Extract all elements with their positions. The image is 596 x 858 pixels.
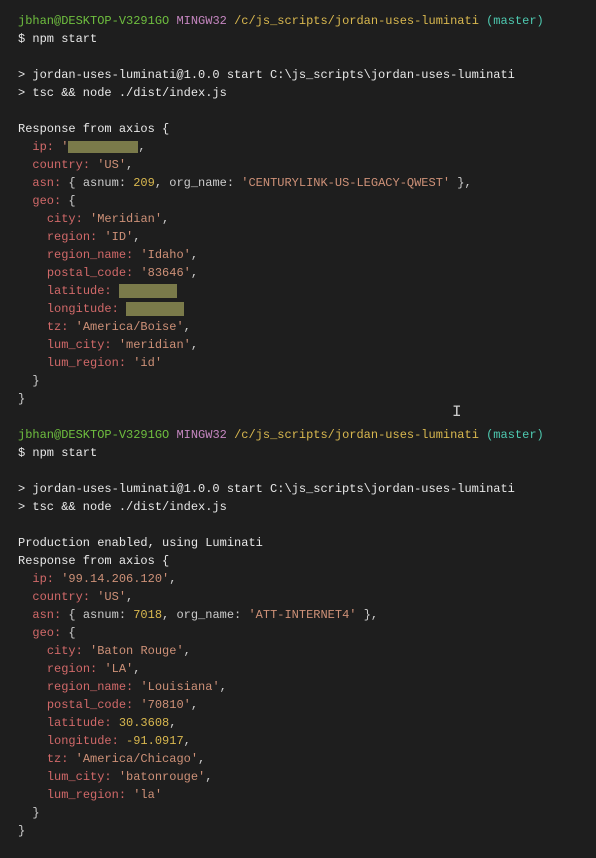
- prompt-line-2: jbhan@DESKTOP-V3291GO MINGW32 /c/js_scri…: [18, 426, 578, 444]
- resp2-close-inner: }: [18, 804, 578, 822]
- blank: [18, 102, 578, 120]
- resp1-close-outer: }: [18, 390, 578, 408]
- resp2-regname: region_name: 'Louisiana',: [18, 678, 578, 696]
- blank: [18, 408, 578, 426]
- resp2-ip: ip: '99.14.206.120',: [18, 570, 578, 588]
- resp1-close-inner: }: [18, 372, 578, 390]
- resp1-region: region: 'ID',: [18, 228, 578, 246]
- prompt-user: jbhan@DESKTOP-V3291GO: [18, 14, 169, 28]
- resp1-ip: ip: ',: [18, 138, 578, 156]
- blank: [18, 840, 578, 858]
- prompt-shell: MINGW32: [176, 14, 226, 28]
- npm-out-1a: > jordan-uses-luminati@1.0.0 start C:\js…: [18, 66, 578, 84]
- cmd-line-1: $ npm start: [18, 30, 578, 48]
- resp2-header: Response from axios {: [18, 552, 578, 570]
- prompt-path: /c/js_scripts/jordan-uses-luminati: [234, 428, 479, 442]
- resp1-geo: geo: {: [18, 192, 578, 210]
- resp1-lumcity: lum_city: 'meridian',: [18, 336, 578, 354]
- redacted-lon: [126, 302, 184, 316]
- resp2-lat: latitude: 30.3608,: [18, 714, 578, 732]
- resp1-header: Response from axios {: [18, 120, 578, 138]
- prompt-line-1: jbhan@DESKTOP-V3291GO MINGW32 /c/js_scri…: [18, 12, 578, 30]
- resp2-close-outer: }: [18, 822, 578, 840]
- resp1-lon: longitude:: [18, 300, 578, 318]
- resp2-geo: geo: {: [18, 624, 578, 642]
- resp2-lumreg: lum_region: 'la': [18, 786, 578, 804]
- resp2-postal: postal_code: '70810',: [18, 696, 578, 714]
- resp1-country: country: 'US',: [18, 156, 578, 174]
- resp1-lumreg: lum_region: 'id': [18, 354, 578, 372]
- resp2-prod: Production enabled, using Luminati: [18, 534, 578, 552]
- blank: [18, 516, 578, 534]
- resp1-regname: region_name: 'Idaho',: [18, 246, 578, 264]
- resp1-postal: postal_code: '83646',: [18, 264, 578, 282]
- resp2-country: country: 'US',: [18, 588, 578, 606]
- resp1-lat: latitude:: [18, 282, 578, 300]
- prompt-path: /c/js_scripts/jordan-uses-luminati: [234, 14, 479, 28]
- prompt-user: jbhan@DESKTOP-V3291GO: [18, 428, 169, 442]
- resp2-asn: asn: { asnum: 7018, org_name: 'ATT-INTER…: [18, 606, 578, 624]
- blank: [18, 462, 578, 480]
- npm-out-2b: > tsc && node ./dist/index.js: [18, 498, 578, 516]
- resp1-tz: tz: 'America/Boise',: [18, 318, 578, 336]
- redacted-lat: [119, 284, 177, 298]
- npm-out-1b: > tsc && node ./dist/index.js: [18, 84, 578, 102]
- resp2-lon: longitude: -91.0917,: [18, 732, 578, 750]
- npm-out-2a: > jordan-uses-luminati@1.0.0 start C:\js…: [18, 480, 578, 498]
- resp2-city: city: 'Baton Rouge',: [18, 642, 578, 660]
- cmd-line-2: $ npm start: [18, 444, 578, 462]
- redacted-ip: [68, 141, 138, 153]
- resp2-lumcity: lum_city: 'batonrouge',: [18, 768, 578, 786]
- resp1-asn: asn: { asnum: 209, org_name: 'CENTURYLIN…: [18, 174, 578, 192]
- prompt-branch: (master): [486, 14, 544, 28]
- terminal-output[interactable]: jbhan@DESKTOP-V3291GO MINGW32 /c/js_scri…: [18, 12, 578, 858]
- resp1-city: city: 'Meridian',: [18, 210, 578, 228]
- prompt-shell: MINGW32: [176, 428, 226, 442]
- resp2-region: region: 'LA',: [18, 660, 578, 678]
- blank: [18, 48, 578, 66]
- prompt-branch: (master): [486, 428, 544, 442]
- resp2-tz: tz: 'America/Chicago',: [18, 750, 578, 768]
